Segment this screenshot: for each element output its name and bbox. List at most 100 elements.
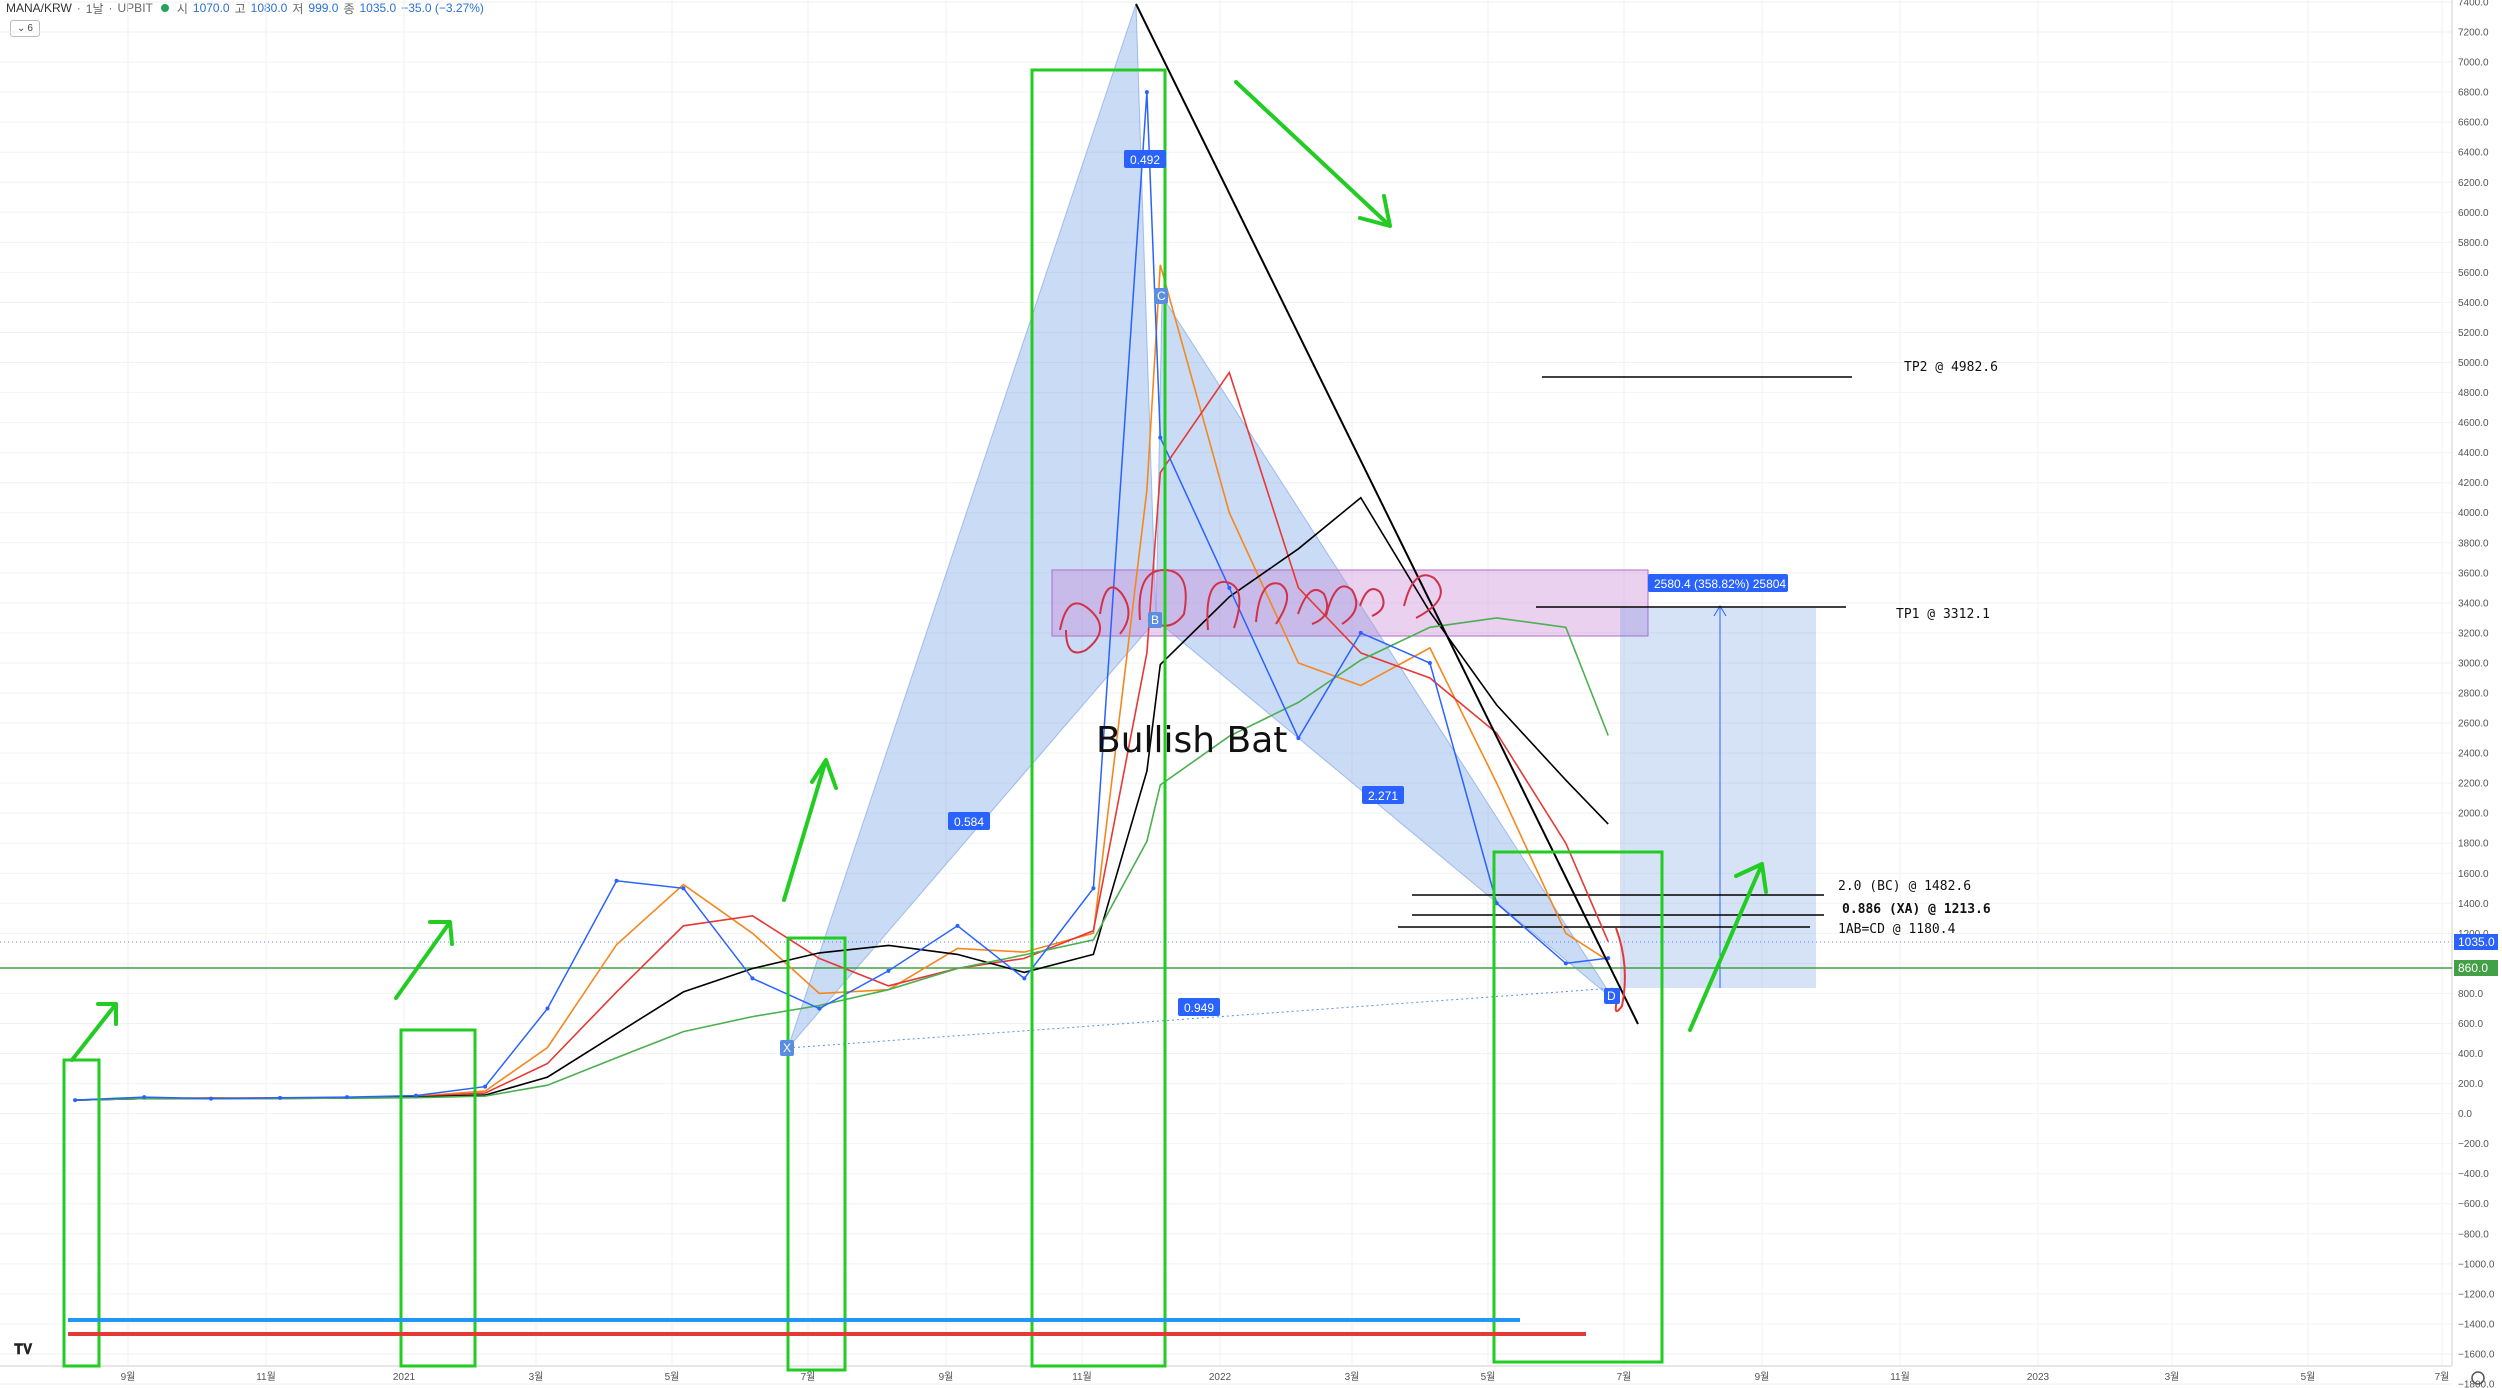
price-tick-label: −1000.0 bbox=[2458, 1259, 2495, 1270]
highlight-box[interactable] bbox=[1492, 850, 1664, 1364]
point-c-marker[interactable] bbox=[1154, 288, 1168, 304]
measure-label: 2580.4 (358.82%) 25804 bbox=[1654, 577, 1786, 591]
price-point bbox=[1296, 736, 1301, 741]
point-x-marker[interactable] bbox=[780, 1040, 794, 1056]
time-tick-label: 5월 bbox=[1481, 1371, 1496, 1383]
price-tick-label: 3000.0 bbox=[2458, 658, 2489, 669]
arrow-up-icon bbox=[782, 758, 838, 902]
price-tick-label: 3400.0 bbox=[2458, 598, 2489, 609]
time-tick-label: 11월 bbox=[1890, 1371, 1910, 1383]
price-point bbox=[545, 1006, 550, 1011]
price-tick-label: 2600.0 bbox=[2458, 719, 2489, 730]
price-tick-label: −1600.0 bbox=[2458, 1349, 2495, 1360]
touch-mark bbox=[1325, 585, 1358, 625]
time-axis[interactable]: 9월 11월 2021 3월 5월 7월 9월 11월 2022 3월 5월 7월 9월 11월 2023 3… bbox=[0, 1365, 2452, 1383]
tradingview-logo[interactable]: 𝐓𝐕 bbox=[14, 1341, 33, 1357]
price-tick-label: 600.0 bbox=[2458, 1019, 2483, 1030]
support-badge bbox=[2454, 960, 2498, 976]
price-axis[interactable]: 7400.0 7200.0 7000.0 6800.0 6600.0 6400.0 6200… bbox=[2451, 0, 2495, 1388]
price-tick-label: −1400.0 bbox=[2458, 1319, 2495, 1330]
point-d-marker[interactable] bbox=[1604, 988, 1620, 1004]
ratio-badge bbox=[948, 812, 990, 830]
highlight-box[interactable] bbox=[786, 936, 847, 1372]
symbol-label[interactable]: MANA/KRW bbox=[6, 1, 72, 15]
gear-icon[interactable] bbox=[2471, 1371, 2485, 1385]
price-tick-label: 2400.0 bbox=[2458, 749, 2489, 760]
ratio-xd-label: 0.949 bbox=[1184, 1001, 1214, 1015]
current-price-label: 1035.0 bbox=[2458, 935, 2495, 949]
open-value: 1070.0 bbox=[192, 1, 230, 15]
time-tick-label: 7월 bbox=[2435, 1371, 2450, 1383]
price-point bbox=[1227, 585, 1232, 590]
bc-ext-label: 2.0 (BC) @ 1482.6 bbox=[1838, 879, 1971, 894]
price-point bbox=[1144, 90, 1149, 95]
pattern-xd-line bbox=[787, 987, 1615, 1049]
price-point bbox=[750, 976, 755, 981]
price-tick-label: 3200.0 bbox=[2458, 628, 2489, 639]
separator: · bbox=[76, 1, 81, 15]
arrow-up-right-icon bbox=[394, 920, 454, 1000]
accumulation-boxes[interactable] bbox=[62, 68, 1664, 1372]
pattern-points: X B C D bbox=[780, 288, 1620, 1056]
time-tick-label: 7월 bbox=[801, 1371, 816, 1383]
price-tick-label: 4600.0 bbox=[2458, 418, 2489, 429]
indicator-toggle[interactable]: ⌄ 6 bbox=[10, 20, 40, 37]
price-tick-label: −800.0 bbox=[2458, 1229, 2489, 1240]
point-b-marker[interactable] bbox=[1148, 612, 1162, 628]
time-tick-label: 9월 bbox=[1755, 1371, 1770, 1383]
measure-box[interactable] bbox=[1620, 608, 1816, 988]
price-tick-label: 7400.0 bbox=[2458, 0, 2489, 9]
target-labels: TP2 @ 4982.6 TP1 @ 3312.1 2.0 (BC) @ 148… bbox=[1096, 360, 1998, 937]
price-point bbox=[142, 1095, 147, 1100]
time-tick-label: 2021 bbox=[393, 1372, 416, 1383]
price-tick-label: 1800.0 bbox=[2458, 839, 2489, 850]
measure-badge bbox=[1648, 574, 1788, 592]
projection-curve bbox=[1614, 927, 1626, 1013]
gridlines bbox=[0, 0, 2452, 1385]
close-label: 종 bbox=[343, 1, 355, 16]
close-value: 1035.0 bbox=[359, 1, 397, 15]
price-series bbox=[73, 90, 1611, 1103]
point-c-label: C bbox=[1157, 289, 1166, 303]
price-tick-label: 5600.0 bbox=[2458, 268, 2489, 279]
price-tick-label: 1400.0 bbox=[2458, 899, 2489, 910]
highlight-box[interactable] bbox=[1030, 68, 1167, 1368]
ratio-badge bbox=[1362, 786, 1404, 804]
settings-gear-icon[interactable] bbox=[2471, 1371, 2485, 1385]
resistance-touch-marks bbox=[1059, 568, 1626, 1013]
time-tick-label: 9월 bbox=[939, 1371, 954, 1383]
ratio-cd-label: 2.271 bbox=[1368, 789, 1398, 803]
xa-ret-label: 0.886 (XA) @ 1213.6 bbox=[1842, 902, 1991, 917]
price-tick-label: 200.0 bbox=[2458, 1079, 2483, 1090]
price-point bbox=[1158, 435, 1163, 440]
touch-mark bbox=[1297, 589, 1328, 625]
price-point bbox=[73, 1098, 78, 1103]
descending-trendline[interactable] bbox=[1135, 3, 1639, 1025]
highlight-box[interactable] bbox=[399, 1028, 477, 1368]
price-tick-label: 3800.0 bbox=[2458, 538, 2489, 549]
price-point bbox=[681, 886, 686, 891]
time-tick-label: 5월 bbox=[2301, 1371, 2316, 1383]
ratio-ab-label: 0.584 bbox=[954, 815, 984, 829]
touch-mark bbox=[1099, 586, 1130, 635]
ratio-badges: 0.492 0.584 2.271 0.949 2580.4 (358.82%)… bbox=[948, 150, 1788, 1016]
price-tick-label: 6600.0 bbox=[2458, 118, 2489, 129]
price-tick-label: −1200.0 bbox=[2458, 1289, 2495, 1300]
arrow-up-right-icon bbox=[70, 1002, 118, 1062]
exchange-label: UPBIT bbox=[117, 1, 153, 15]
highlight-box[interactable] bbox=[62, 1058, 101, 1368]
point-b-label: B bbox=[1151, 613, 1159, 627]
time-tick-label: 3월 bbox=[529, 1371, 544, 1383]
time-tick-label: 5월 bbox=[665, 1371, 680, 1383]
price-point bbox=[1091, 886, 1096, 891]
chevron-down-icon: ⌄ bbox=[17, 23, 26, 34]
low-label: 저 bbox=[292, 1, 304, 16]
support-price-label: 860.0 bbox=[2458, 961, 2488, 975]
time-tick-label: 7월 bbox=[1617, 1371, 1632, 1383]
interval-label[interactable]: 1날 bbox=[85, 1, 104, 16]
tp1-label: TP1 @ 3312.1 bbox=[1896, 607, 1990, 622]
price-point bbox=[483, 1084, 488, 1089]
price-tick-label: 400.0 bbox=[2458, 1049, 2483, 1060]
price-point bbox=[1427, 660, 1432, 665]
